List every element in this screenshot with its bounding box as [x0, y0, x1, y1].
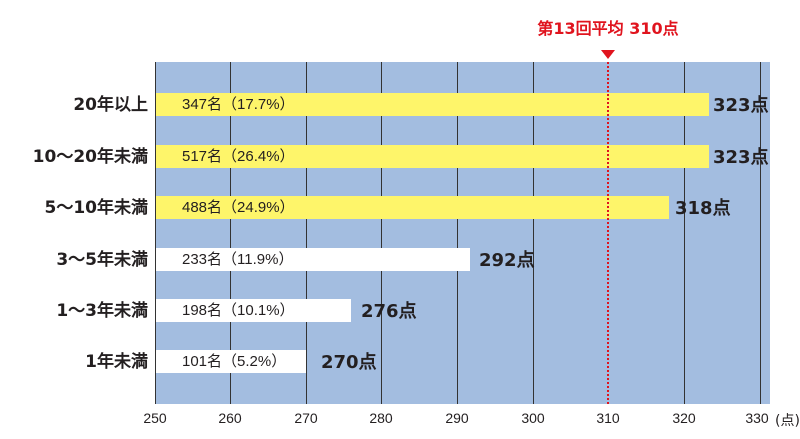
row-label: 3〜5年未満 — [56, 250, 148, 270]
x-tick: 330 — [745, 410, 769, 426]
gridline-300 — [533, 62, 534, 404]
x-tick: 300 — [521, 410, 545, 426]
bar-label: 198名（10.1%） — [182, 302, 295, 319]
average-reference-line — [607, 62, 609, 404]
x-tick: 250 — [143, 410, 167, 426]
score-label: 323点 — [713, 147, 769, 168]
bar-label: 347名（17.7%） — [182, 96, 295, 113]
x-tick: 320 — [672, 410, 696, 426]
average-marker-icon — [601, 50, 615, 59]
bar-under-1: 101名（5.2%） — [156, 350, 306, 373]
bar-label: 488名（24.9%） — [182, 199, 295, 216]
score-label: 318点 — [675, 198, 731, 219]
x-tick: 280 — [369, 410, 393, 426]
score-label: 270点 — [321, 352, 377, 373]
row-label: 1年未満 — [85, 352, 148, 372]
x-tick: 310 — [596, 410, 620, 426]
bar-3-5: 233名（11.9%） — [156, 248, 470, 271]
x-tick: 260 — [218, 410, 242, 426]
x-tick: 290 — [445, 410, 469, 426]
average-label: 第13回平均 310点 — [537, 19, 679, 38]
bar-10-20: 517名（26.4%） — [156, 145, 709, 168]
gridline-330 — [760, 62, 761, 404]
bar-20plus: 347名（17.7%） — [156, 93, 709, 116]
bar-label: 101名（5.2%） — [182, 353, 287, 370]
row-label: 1〜3年未満 — [56, 301, 148, 321]
bar-1-3: 198名（10.1%） — [156, 299, 351, 322]
row-label: 20年以上 — [73, 95, 148, 115]
plot-area — [155, 62, 770, 404]
bar-label: 233名（11.9%） — [182, 251, 294, 268]
row-label: 10〜20年未満 — [32, 147, 148, 167]
y-axis-line — [155, 62, 156, 404]
bar-label: 517名（26.4%） — [182, 148, 295, 165]
score-label: 276点 — [361, 301, 417, 322]
x-tick: 270 — [294, 410, 318, 426]
score-label: 323点 — [713, 95, 769, 116]
gridline-290 — [457, 62, 458, 404]
row-label: 5〜10年未満 — [44, 198, 149, 218]
x-axis-unit: (点) — [775, 413, 800, 429]
gridline-320 — [684, 62, 685, 404]
score-label: 292点 — [479, 250, 535, 271]
bar-5-10: 488名（24.9%） — [156, 196, 669, 219]
gridline-280 — [381, 62, 382, 404]
gridline-260 — [230, 62, 231, 404]
gridline-270 — [306, 62, 307, 404]
